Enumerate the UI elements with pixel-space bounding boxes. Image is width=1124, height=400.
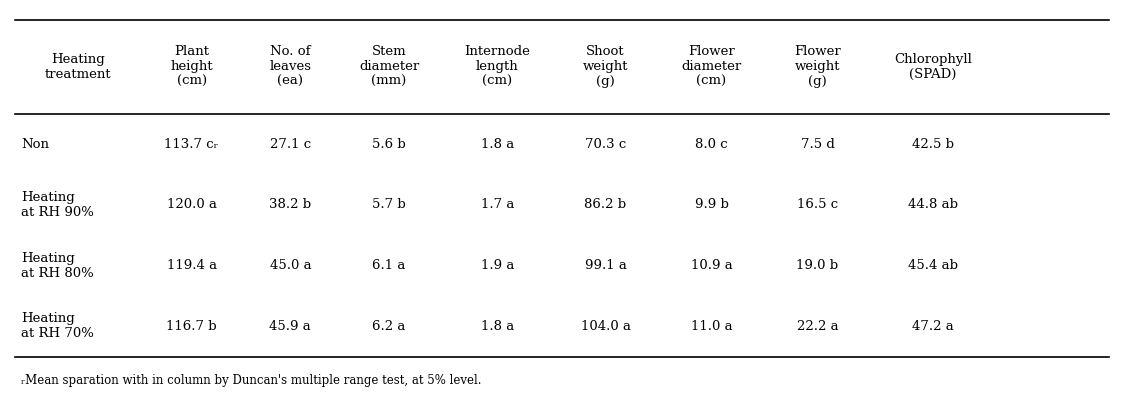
Text: 38.2 b: 38.2 b <box>270 198 311 211</box>
Text: Heating
at RH 70%: Heating at RH 70% <box>21 312 93 340</box>
Text: 45.9 a: 45.9 a <box>270 320 311 333</box>
Text: 113.7 cᵣ: 113.7 cᵣ <box>164 138 219 151</box>
Text: 44.8 ab: 44.8 ab <box>908 198 958 211</box>
Text: Stem
diameter
(mm): Stem diameter (mm) <box>359 45 419 88</box>
Text: Plant
height
(cm): Plant height (cm) <box>171 45 212 88</box>
Text: Internode
length
(cm): Internode length (cm) <box>464 45 531 88</box>
Text: 5.7 b: 5.7 b <box>372 198 406 211</box>
Text: Shoot
weight
(g): Shoot weight (g) <box>582 45 628 88</box>
Text: ᵣMean sparation with in column by Duncan's multiple range test, at 5% level.: ᵣMean sparation with in column by Duncan… <box>21 374 481 387</box>
Text: 70.3 c: 70.3 c <box>584 138 626 151</box>
Text: Heating
at RH 90%: Heating at RH 90% <box>21 191 93 219</box>
Text: 16.5 c: 16.5 c <box>797 198 839 211</box>
Text: Flower
diameter
(cm): Flower diameter (cm) <box>681 45 742 88</box>
Text: Heating
at RH 80%: Heating at RH 80% <box>21 252 93 280</box>
Text: 5.6 b: 5.6 b <box>372 138 406 151</box>
Text: 42.5 b: 42.5 b <box>912 138 954 151</box>
Text: 1.8 a: 1.8 a <box>481 138 514 151</box>
Text: 86.2 b: 86.2 b <box>584 198 626 211</box>
Text: 116.7 b: 116.7 b <box>166 320 217 333</box>
Text: 11.0 a: 11.0 a <box>690 320 733 333</box>
Text: Non: Non <box>21 138 49 151</box>
Text: 120.0 a: 120.0 a <box>166 198 217 211</box>
Text: Flower
weight
(g): Flower weight (g) <box>795 45 841 88</box>
Text: 45.0 a: 45.0 a <box>270 259 311 272</box>
Text: 6.2 a: 6.2 a <box>372 320 406 333</box>
Text: 104.0 a: 104.0 a <box>580 320 631 333</box>
Text: 1.9 a: 1.9 a <box>481 259 514 272</box>
Text: 47.2 a: 47.2 a <box>912 320 954 333</box>
Text: 99.1 a: 99.1 a <box>584 259 626 272</box>
Text: 8.0 c: 8.0 c <box>695 138 728 151</box>
Text: Chlorophyll
(SPAD): Chlorophyll (SPAD) <box>894 53 972 81</box>
Text: 27.1 c: 27.1 c <box>270 138 311 151</box>
Text: 6.1 a: 6.1 a <box>372 259 406 272</box>
Text: 1.8 a: 1.8 a <box>481 320 514 333</box>
Text: 9.9 b: 9.9 b <box>695 198 728 211</box>
Text: 10.9 a: 10.9 a <box>690 259 733 272</box>
Text: 22.2 a: 22.2 a <box>797 320 839 333</box>
Text: 119.4 a: 119.4 a <box>166 259 217 272</box>
Text: 19.0 b: 19.0 b <box>797 259 839 272</box>
Text: 1.7 a: 1.7 a <box>481 198 514 211</box>
Text: 45.4 ab: 45.4 ab <box>908 259 958 272</box>
Text: No. of
leaves
(ea): No. of leaves (ea) <box>270 45 311 88</box>
Text: 7.5 d: 7.5 d <box>800 138 834 151</box>
Text: Heating
treatment: Heating treatment <box>45 53 111 81</box>
